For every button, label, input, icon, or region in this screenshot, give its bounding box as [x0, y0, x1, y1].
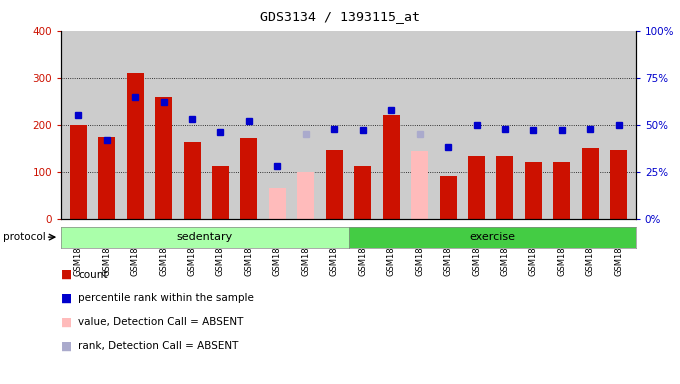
Text: ■: ■	[61, 316, 72, 329]
Text: exercise: exercise	[469, 232, 515, 242]
Bar	[468, 156, 485, 219]
Bar	[439, 175, 456, 219]
Bar	[126, 73, 143, 219]
Text: sedentary: sedentary	[177, 232, 233, 242]
Text: GDS3134 / 1393115_at: GDS3134 / 1393115_at	[260, 10, 420, 23]
Bar	[241, 138, 258, 219]
Bar	[496, 156, 513, 219]
Bar	[582, 148, 599, 219]
Bar	[297, 172, 314, 219]
Bar	[326, 150, 343, 219]
Text: protocol: protocol	[3, 232, 46, 242]
Bar	[554, 162, 571, 219]
Text: ■: ■	[61, 339, 72, 353]
Bar	[98, 137, 115, 219]
Text: value, Detection Call = ABSENT: value, Detection Call = ABSENT	[78, 317, 243, 327]
Text: count: count	[78, 270, 107, 280]
Bar	[155, 96, 172, 219]
Text: ■: ■	[61, 268, 72, 281]
Text: ■: ■	[61, 292, 72, 305]
Bar	[212, 166, 229, 219]
Bar	[610, 150, 627, 219]
Bar	[184, 142, 201, 219]
Text: percentile rank within the sample: percentile rank within the sample	[78, 293, 254, 303]
Bar	[354, 166, 371, 219]
Bar	[269, 188, 286, 219]
Bar	[383, 115, 400, 219]
Bar	[525, 162, 542, 219]
Bar	[70, 125, 87, 219]
Bar	[411, 151, 428, 219]
Text: rank, Detection Call = ABSENT: rank, Detection Call = ABSENT	[78, 341, 239, 351]
